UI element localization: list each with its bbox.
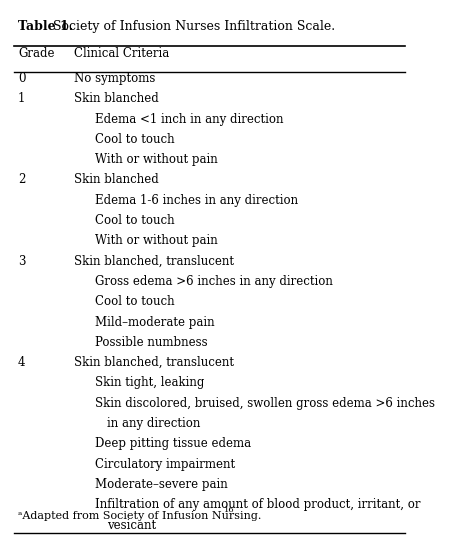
Text: Skin blanched, translucent: Skin blanched, translucent [74, 356, 234, 369]
Text: 16: 16 [224, 506, 235, 514]
Text: No symptoms: No symptoms [74, 72, 155, 85]
Text: Circulatory impairment: Circulatory impairment [95, 458, 235, 470]
Text: Skin blanched: Skin blanched [74, 173, 159, 186]
Text: Edema 1-6 inches in any direction: Edema 1-6 inches in any direction [95, 194, 298, 207]
Text: Skin tight, leaking: Skin tight, leaking [95, 376, 204, 389]
Text: Cool to touch: Cool to touch [95, 214, 174, 227]
Text: Grade: Grade [18, 47, 55, 60]
Text: Table 1.: Table 1. [18, 20, 73, 33]
Text: 0: 0 [18, 72, 26, 85]
Text: 4: 4 [18, 356, 26, 369]
Text: Society of Infusion Nurses Infiltration Scale.: Society of Infusion Nurses Infiltration … [49, 20, 335, 33]
Text: 1: 1 [18, 92, 26, 105]
Text: Mild–moderate pain: Mild–moderate pain [95, 316, 215, 329]
Text: ᵃAdapted from Society of Infusion Nursing.: ᵃAdapted from Society of Infusion Nursin… [18, 511, 261, 521]
Text: Edema <1 inch in any direction: Edema <1 inch in any direction [95, 113, 283, 126]
Text: Cool to touch: Cool to touch [95, 133, 174, 146]
Text: Skin blanched, translucent: Skin blanched, translucent [74, 255, 234, 267]
Text: Cool to touch: Cool to touch [95, 295, 174, 308]
Text: 2: 2 [18, 173, 26, 186]
Text: Gross edema >6 inches in any direction: Gross edema >6 inches in any direction [95, 275, 333, 288]
Text: Infiltration of any amount of blood product, irritant, or: Infiltration of any amount of blood prod… [95, 498, 420, 511]
Text: With or without pain: With or without pain [95, 234, 218, 248]
Text: in any direction: in any direction [108, 417, 201, 430]
Text: Moderate–severe pain: Moderate–severe pain [95, 478, 228, 491]
Text: With or without pain: With or without pain [95, 153, 218, 166]
Text: Deep pitting tissue edema: Deep pitting tissue edema [95, 437, 251, 451]
Text: 3: 3 [18, 255, 26, 267]
Text: Possible numbness: Possible numbness [95, 336, 208, 349]
Text: Skin blanched: Skin blanched [74, 92, 159, 105]
Text: Clinical Criteria: Clinical Criteria [74, 47, 169, 60]
Text: vesicant: vesicant [108, 519, 156, 532]
Text: Skin discolored, bruised, swollen gross edema >6 inches: Skin discolored, bruised, swollen gross … [95, 397, 435, 410]
